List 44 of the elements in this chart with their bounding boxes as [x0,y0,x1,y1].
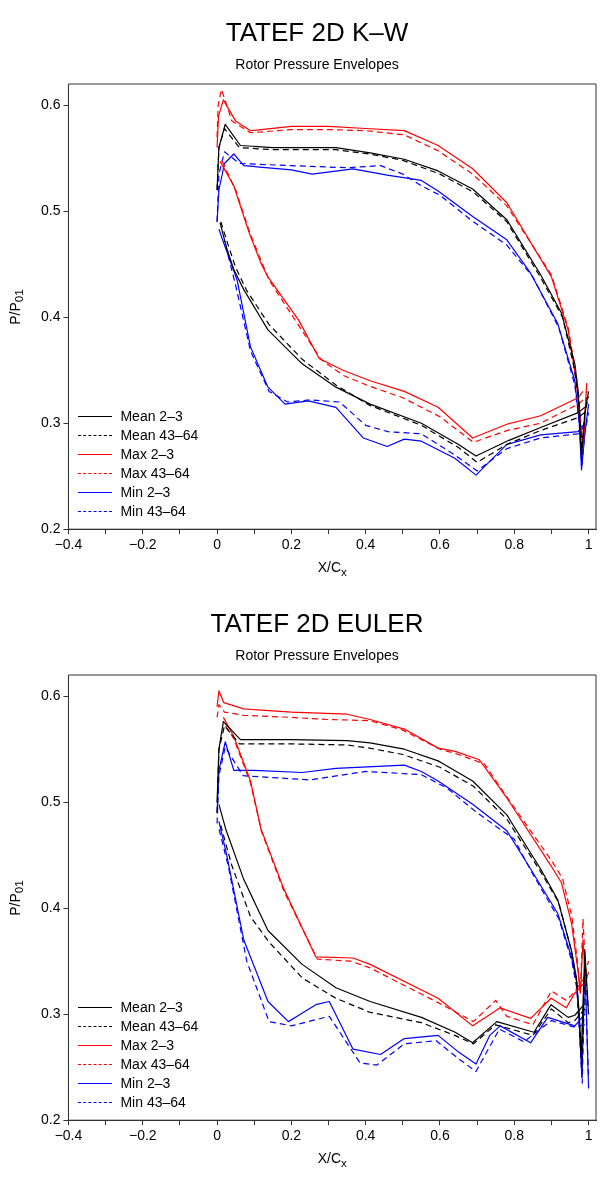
y-tick-label: 0.3 [40,414,61,431]
x-tick-label: 0 [213,536,222,553]
legend-label: Mean 43–64 [120,426,199,446]
y-tick-label: 0.3 [40,1005,61,1022]
legend-label: Mean 2–3 [120,998,183,1018]
x-tick-label: 0.4 [355,1127,376,1144]
legend-label: Mean 2–3 [120,407,183,427]
x-tick-label: −0.4 [54,1127,83,1144]
legend-label: Min 43–64 [120,1093,186,1113]
y-tick-label: 0.2 [40,1111,61,1128]
legend-label: Max 2–3 [120,445,175,465]
y-tick-label: 0.6 [40,96,61,113]
x-axis-title: X/C$_{x}$ [317,1150,347,1169]
legend-label: Max 2–3 [120,1036,175,1056]
x-tick-label: 0.8 [504,536,525,553]
legend-label: Min 2–3 [120,1074,171,1094]
x-tick-label: −0.4 [54,536,83,553]
y-tick-label: 0.6 [40,687,61,704]
chart-title: TATEF 2D K–W [225,16,409,47]
x-tick-label: 0.2 [281,536,302,553]
y-tick-label: 0.4 [40,899,61,916]
x-tick-label: 0 [213,1127,222,1144]
x-tick-label: −0.2 [128,536,157,553]
x-tick-label: 0.8 [504,1127,525,1144]
x-tick-label: 0.6 [430,1127,450,1144]
y-tick-label: 0.4 [40,308,61,325]
x-tick-label: −0.2 [128,1127,157,1144]
x-tick-label: 0.4 [355,536,376,553]
x-tick-label: 1 [584,536,593,553]
y-tick-label: 0.5 [40,793,61,810]
legend-label: Min 2–3 [120,483,171,503]
chart-title: TATEF 2D EULER [210,607,424,638]
x-tick-label: 0.2 [281,1127,302,1144]
y-tick-label: 0.5 [40,202,61,219]
y-tick-label: 0.2 [40,520,61,537]
legend-label: Max 43–64 [120,1055,190,1075]
legend-label: Mean 43–64 [120,1017,199,1037]
legend-label: Max 43–64 [120,464,190,484]
legend-label: Min 43–64 [120,502,186,522]
x-tick-label: 0.6 [430,536,450,553]
chart-subtitle: Rotor Pressure Envelopes [235,647,399,664]
x-axis-title: X/C$_{x}$ [317,559,347,578]
x-tick-label: 1 [584,1127,593,1144]
chart-subtitle: Rotor Pressure Envelopes [235,56,399,73]
